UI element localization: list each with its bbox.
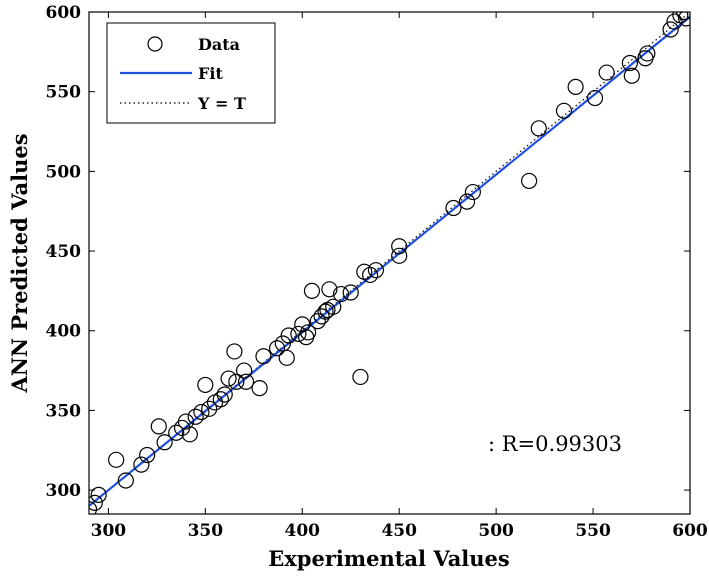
data-point — [352, 368, 369, 386]
x-tick-label: 500 — [478, 521, 514, 541]
data-point — [168, 424, 185, 441]
data-point — [598, 64, 615, 81]
data-points-layer — [89, 12, 690, 514]
data-point — [303, 282, 321, 299]
legend-data-label: Data — [198, 35, 240, 54]
data-point — [299, 324, 317, 341]
x-tick-label: 350 — [188, 521, 224, 541]
legend-fit-label: Fit — [198, 64, 223, 83]
data-point — [139, 446, 156, 464]
data-point — [678, 12, 690, 27]
data-point — [228, 373, 245, 390]
data-point — [90, 486, 107, 503]
y-tick-label: 550 — [46, 83, 82, 103]
data-point — [321, 281, 338, 298]
data-point — [530, 120, 547, 137]
data-point — [362, 266, 379, 284]
data-point — [317, 303, 334, 320]
y-tick-label: 500 — [46, 162, 82, 182]
data-point — [212, 391, 229, 408]
y-equals-t-line-layer — [89, 12, 690, 507]
data-point — [177, 413, 195, 430]
data-point — [237, 373, 255, 390]
data-point — [89, 501, 98, 514]
axis-ticks-layer: 300 350 400 450 500 550 600 300 350 400 450 500 550 6… — [46, 3, 708, 541]
plot-frame — [88, 11, 691, 515]
data-point — [445, 199, 462, 217]
x-axis-label: Experimental Values — [268, 546, 509, 571]
data-point — [226, 343, 243, 360]
data-point — [520, 172, 538, 190]
x-tick-label: 450 — [381, 521, 417, 541]
data-point — [662, 21, 679, 38]
data-point — [193, 403, 210, 421]
legend: Data Fit Y = T — [106, 22, 276, 124]
y-equals-t-line — [89, 12, 690, 507]
data-point — [280, 327, 297, 344]
data-point — [325, 298, 342, 315]
data-point — [621, 54, 639, 72]
data-point — [313, 308, 330, 325]
data-point — [391, 247, 408, 264]
legend-y-equals-t-label: Y = T — [197, 94, 246, 113]
data-point — [278, 349, 295, 366]
data-point — [150, 418, 167, 435]
data-point — [342, 284, 359, 301]
data-point — [89, 494, 103, 511]
y-tick-label: 450 — [46, 242, 82, 262]
data-point — [108, 451, 125, 468]
data-point — [117, 472, 134, 489]
x-tick-label: 300 — [91, 521, 127, 541]
data-point — [391, 238, 408, 255]
data-point — [268, 340, 286, 357]
x-tick-label: 550 — [575, 521, 611, 541]
y-tick-label: 600 — [46, 3, 82, 23]
data-point — [290, 325, 307, 343]
data-point — [555, 102, 573, 119]
data-point — [367, 262, 385, 279]
data-point — [458, 193, 476, 210]
x-tick-label: 600 — [672, 521, 708, 541]
data-point — [623, 67, 640, 84]
data-point — [586, 89, 604, 107]
data-point — [235, 362, 253, 379]
data-point — [639, 45, 656, 62]
y-tick-label: 300 — [46, 481, 82, 501]
data-point — [464, 183, 481, 201]
data-point — [666, 13, 683, 30]
legend-data-marker — [147, 36, 163, 52]
data-point — [220, 370, 237, 387]
data-point — [294, 316, 311, 333]
data-point — [133, 456, 150, 473]
data-point — [156, 434, 173, 451]
data-point — [187, 408, 204, 425]
data-point — [216, 386, 233, 403]
data-point — [197, 376, 214, 394]
y-tick-label: 400 — [46, 322, 82, 342]
data-point — [255, 348, 272, 365]
data-point — [201, 400, 218, 417]
data-point — [567, 78, 584, 96]
data-point — [332, 285, 350, 303]
x-tick-label: 400 — [285, 521, 321, 541]
y-tick-label: 350 — [46, 401, 82, 421]
data-point — [181, 426, 198, 443]
data-point — [676, 12, 690, 21]
data-point — [251, 380, 268, 397]
y-axis-label: ANN Predicted Values — [7, 133, 32, 393]
r-value-annotation: : R=0.99303 — [488, 432, 622, 456]
